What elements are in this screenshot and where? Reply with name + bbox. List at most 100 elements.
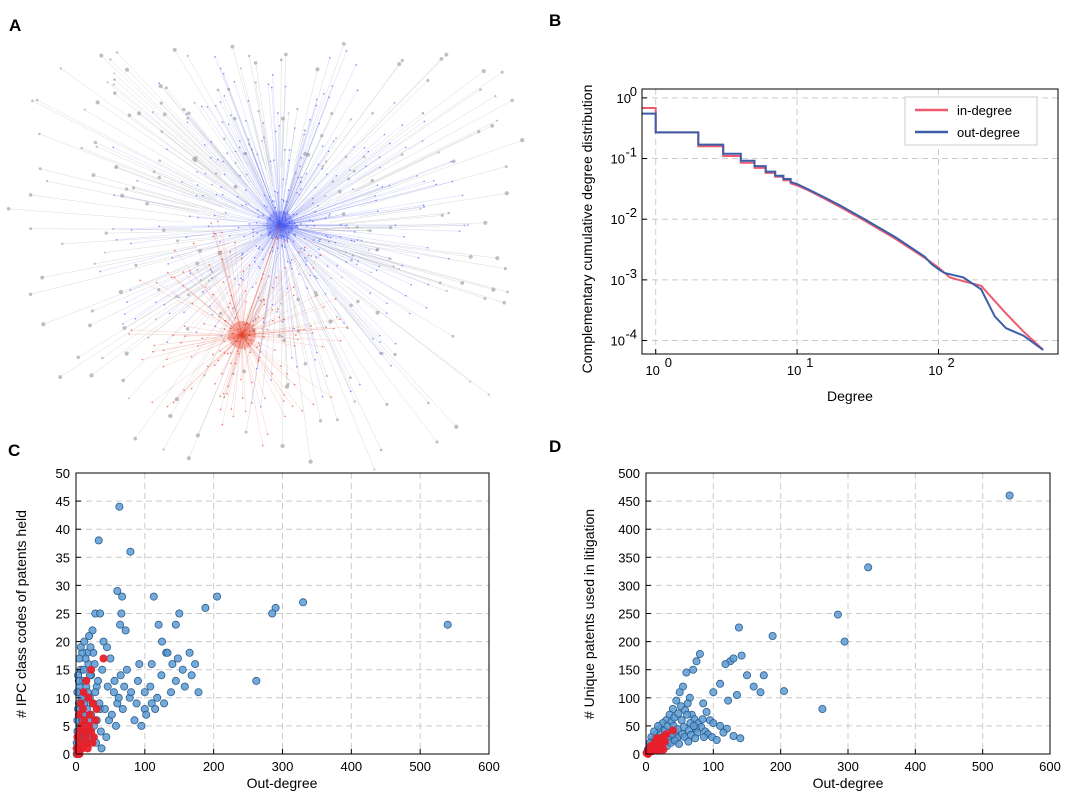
point-blue xyxy=(691,734,700,743)
network-node xyxy=(421,140,424,142)
network-node xyxy=(435,183,438,186)
network-edge xyxy=(147,203,234,221)
network-node xyxy=(346,326,348,328)
x-tick-label: 600 xyxy=(1039,759,1061,774)
network-node xyxy=(130,242,132,245)
network-edge xyxy=(303,178,349,212)
point-blue xyxy=(117,609,126,618)
network-node xyxy=(239,67,242,70)
network-edge xyxy=(245,190,281,226)
network-node xyxy=(277,308,279,310)
network-node xyxy=(285,200,288,203)
network-edge xyxy=(314,260,378,313)
network-node xyxy=(285,216,287,219)
network-edge xyxy=(279,157,302,226)
network-node xyxy=(113,72,116,75)
network-node xyxy=(163,303,166,306)
network-node xyxy=(432,179,435,182)
network-edge xyxy=(257,209,281,226)
network-node xyxy=(311,202,314,204)
network-node xyxy=(112,146,115,149)
network-node xyxy=(291,268,293,270)
network-node xyxy=(274,190,276,193)
network-node xyxy=(277,224,279,226)
network-node xyxy=(278,316,281,319)
network-edge xyxy=(92,259,215,312)
point-red xyxy=(80,727,89,736)
network-node xyxy=(342,42,346,46)
network-node xyxy=(296,297,300,302)
network-edge xyxy=(279,93,325,226)
network-node xyxy=(106,81,109,84)
network-edge xyxy=(261,140,274,198)
network-node xyxy=(31,99,34,103)
network-node xyxy=(292,294,295,296)
point-blue xyxy=(695,650,704,659)
network-node xyxy=(329,236,332,239)
point-blue xyxy=(724,696,733,705)
point-blue xyxy=(299,598,308,607)
network-node xyxy=(112,83,115,86)
point-blue xyxy=(729,654,738,663)
network-edge xyxy=(352,290,489,395)
x-tick-label: 500 xyxy=(409,759,431,774)
network-node xyxy=(286,373,288,375)
network-edge xyxy=(364,139,523,198)
network-node xyxy=(238,283,240,286)
network-edge xyxy=(359,252,508,293)
point-blue xyxy=(106,654,115,663)
network-edge xyxy=(270,218,281,226)
network-node xyxy=(162,349,165,352)
network-node xyxy=(285,218,287,221)
network-node xyxy=(172,47,177,52)
network-edge xyxy=(279,219,310,226)
point-blue xyxy=(118,592,127,601)
network-edge xyxy=(171,277,243,336)
network-node xyxy=(249,334,251,337)
network-edge xyxy=(270,161,281,226)
network-node xyxy=(292,240,295,243)
network-edge xyxy=(279,125,281,226)
network-node xyxy=(251,381,253,384)
network-edge xyxy=(241,334,249,344)
network-edge xyxy=(228,89,263,179)
network-edge xyxy=(305,170,355,209)
network-node xyxy=(296,107,299,111)
network-edge xyxy=(279,224,288,226)
network-node xyxy=(160,130,164,133)
network-node xyxy=(214,364,216,366)
network-edge xyxy=(279,224,380,267)
network-node xyxy=(215,193,218,196)
point-blue xyxy=(716,721,725,730)
network-node xyxy=(312,197,314,200)
network-node xyxy=(483,220,488,225)
point-red xyxy=(659,745,668,754)
point-blue xyxy=(180,682,189,691)
network-node xyxy=(240,378,242,381)
network-node xyxy=(314,359,316,361)
network-node xyxy=(311,332,314,334)
network-edge xyxy=(241,317,259,336)
network-node xyxy=(158,159,162,162)
network-edge xyxy=(279,224,345,324)
x-axis-label: Degree xyxy=(827,388,873,404)
network-edge xyxy=(292,253,316,293)
x-tick-label: 600 xyxy=(478,759,500,774)
network-edge xyxy=(277,224,281,312)
network-edge xyxy=(192,303,243,336)
network-edge xyxy=(241,295,294,336)
network-node xyxy=(134,263,138,268)
network-edge xyxy=(241,334,253,383)
network-edge xyxy=(120,252,225,293)
point-blue xyxy=(102,733,111,742)
network-edge xyxy=(241,334,288,375)
network-edge xyxy=(279,224,283,237)
point-red xyxy=(85,710,94,719)
network-edge xyxy=(204,323,243,336)
network-edge xyxy=(244,224,281,237)
network-edge xyxy=(241,334,264,338)
network-edge xyxy=(241,267,314,336)
network-edge xyxy=(224,334,243,354)
network-node xyxy=(238,336,240,338)
network-edge xyxy=(258,224,281,267)
